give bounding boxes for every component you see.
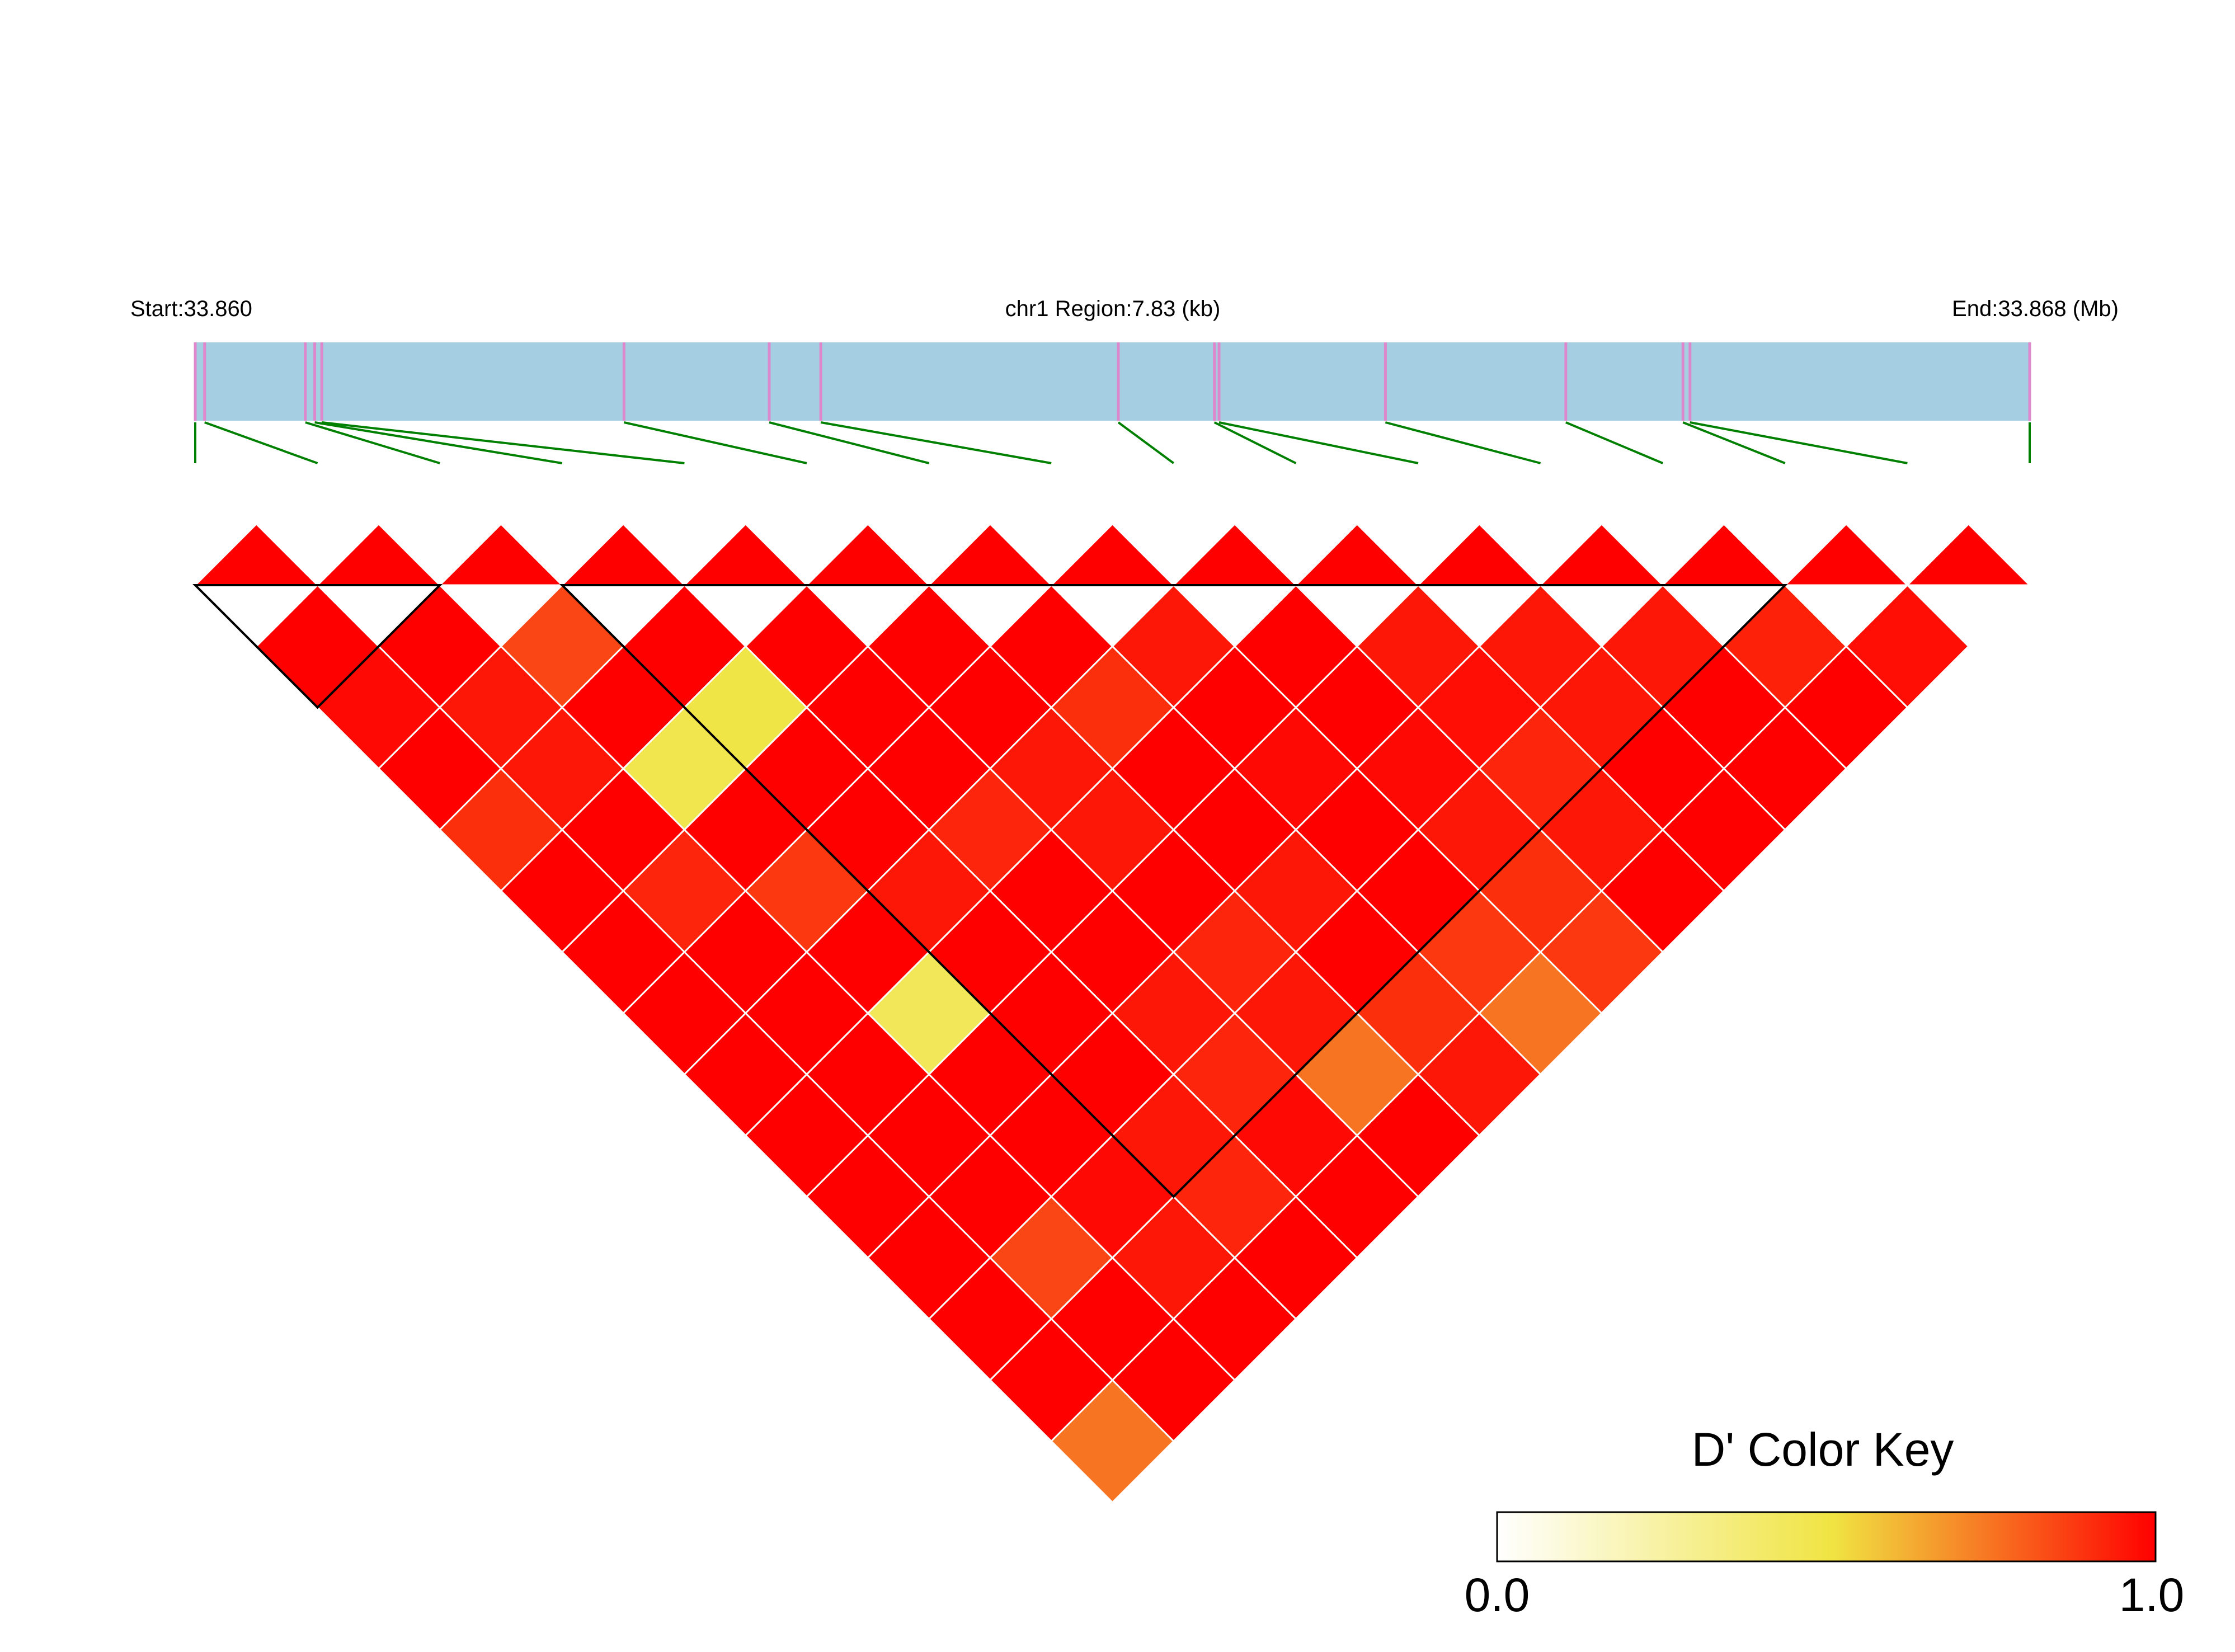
ld-cell [1538,523,1665,586]
ld-cell [193,523,320,586]
snp-connector [314,421,563,464]
ld-cell [1845,583,1970,709]
snp-connector [623,421,807,464]
snp-connector [1385,421,1541,464]
snp-connector [204,421,318,464]
color-key-title: D' Color Key [1692,1423,1954,1476]
ld-cell [1416,523,1543,586]
ld-cell [804,523,931,586]
snp-connector [305,421,440,464]
region-start-label: Start:33.860 [130,296,252,321]
snp-connector [820,421,1052,464]
color-key-min-label: 0.0 [1465,1569,1530,1621]
snp-connector [1213,421,1297,464]
ld-cell [560,523,687,586]
snp-connector [1682,421,1786,464]
ld-block-outline [559,584,1788,1198]
snp-connector [1565,421,1663,464]
snp-ticks [194,342,2031,421]
ld-cell [1293,523,1420,586]
ld-cell [926,523,1053,586]
ld-cell [1660,523,1787,586]
snp-connector [1690,421,1908,464]
ld-cell [1171,523,1298,586]
snp-connector [1218,421,1419,464]
ld-cell [1783,523,1910,586]
snp-connectors [194,421,2031,464]
color-key-bar [1496,1511,2157,1562]
ld-cell [315,523,442,586]
ld-cell [1049,523,1176,586]
snp-connector [1117,421,1174,464]
region-bar [195,342,2030,421]
snp-connector [321,421,685,464]
ld-cell [682,523,809,586]
color-key-max-label: 1.0 [2119,1569,2185,1621]
region-title: chr1 Region:7.83 (kb) [1005,296,1221,321]
region-end-label: End:33.868 (Mb) [1952,296,2119,321]
ld-cells [193,523,2032,1504]
ld-cell [437,523,564,586]
ld-block-outline [192,584,443,709]
ld-blocks [192,584,1788,1198]
ld-cell [1905,523,2032,586]
snp-connector [769,421,930,464]
